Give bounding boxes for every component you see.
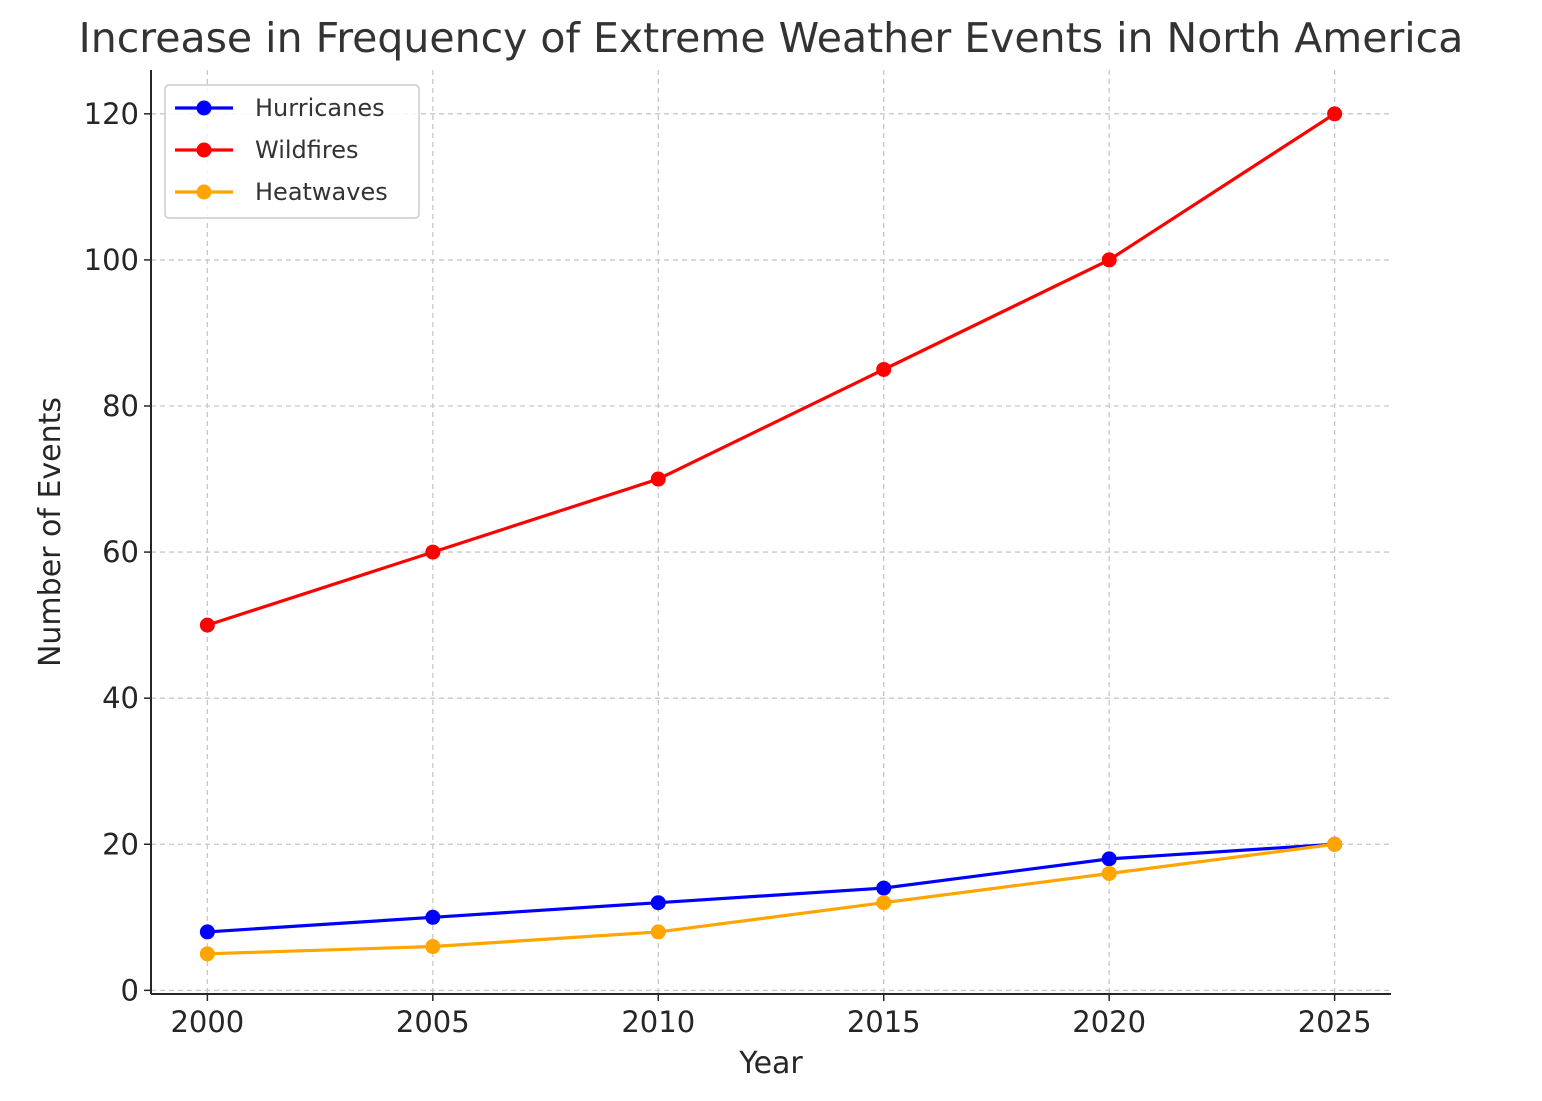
- hurricanes-line: [207, 842, 1335, 934]
- wildfires-line: [206, 112, 1336, 627]
- y-tick-label: 120: [84, 97, 139, 131]
- x-tick-label: 2010: [621, 1005, 695, 1039]
- heatwaves-point: [650, 924, 666, 940]
- wildfires-point: [1327, 106, 1343, 122]
- y-tick-label: 100: [84, 243, 139, 277]
- y-tick-label: 40: [102, 681, 139, 715]
- legend-swatch-marker: [196, 184, 212, 200]
- hurricanes-point: [425, 909, 441, 925]
- hurricanes-point: [650, 895, 666, 911]
- x-tick-label: 2025: [1298, 1005, 1372, 1039]
- wildfires-point: [425, 544, 441, 560]
- data-series: [199, 106, 1343, 962]
- series-wildfires: [199, 106, 1343, 633]
- legend-item-hurricanes: Hurricanes: [175, 94, 385, 122]
- y-axis-label: Number of Events: [33, 397, 68, 667]
- legend-item-wildfires: Wildfires: [175, 136, 359, 164]
- legend: Hurricanes Wildfires Heatwaves: [164, 84, 420, 219]
- heatwaves-point: [876, 895, 892, 911]
- legend-swatch-marker: [196, 100, 212, 116]
- heatwaves-point: [1327, 836, 1343, 852]
- y-tick-label: 0: [121, 973, 139, 1007]
- heatwaves-line: [207, 842, 1335, 956]
- heatwaves-point: [199, 946, 215, 962]
- wildfires-point: [876, 361, 892, 377]
- heatwaves-point: [425, 939, 441, 955]
- wildfires-point: [650, 471, 666, 487]
- legend-label: Wildfires: [255, 136, 359, 164]
- y-tick-label: 80: [102, 389, 139, 423]
- legend-box: [164, 84, 420, 219]
- chart-title: Increase in Frequency of Extreme Weather…: [78, 14, 1464, 62]
- wildfires-point: [199, 617, 215, 633]
- x-tick-label: 2005: [396, 1005, 470, 1039]
- legend-label: Hurricanes: [255, 94, 385, 122]
- axes: [150, 70, 1391, 995]
- heatwaves-point: [1101, 865, 1117, 881]
- x-axis-label: Year: [738, 1046, 803, 1081]
- hurricanes-point: [876, 880, 892, 896]
- hurricanes-point: [1101, 851, 1117, 867]
- x-tick-label: 2015: [847, 1005, 921, 1039]
- x-tick-label: 2000: [170, 1005, 244, 1039]
- wildfires-point: [1101, 252, 1117, 268]
- x-tick-label: 2020: [1072, 1005, 1146, 1039]
- tick-marks-and-labels: 2000 2005 2010 2015 2020 2025 0 20 40 60 80 100 120: [84, 97, 1372, 1039]
- hurricanes-point: [199, 924, 215, 940]
- series-hurricanes: [199, 836, 1343, 940]
- series-heatwaves: [199, 836, 1343, 962]
- legend-item-heatwaves: Heatwaves: [175, 178, 388, 206]
- legend-swatch-marker: [196, 142, 212, 158]
- y-tick-label: 60: [102, 535, 139, 569]
- legend-label: Heatwaves: [255, 178, 388, 206]
- y-tick-label: 20: [102, 827, 139, 861]
